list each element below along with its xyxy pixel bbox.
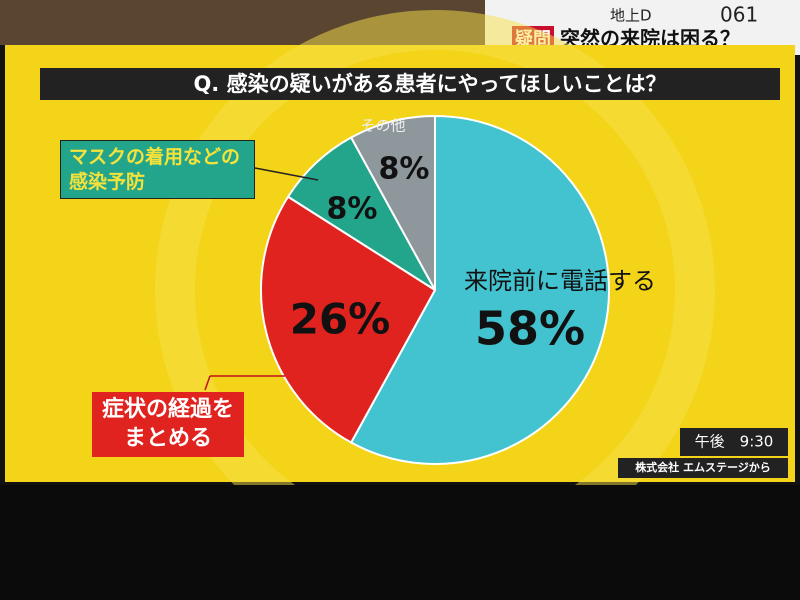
callout-label: マスクの着用などの感染予防 — [60, 140, 255, 200]
pie-slice — [349, 114, 436, 291]
source: 株式会社 エムステージから — [635, 460, 771, 474]
value-label: 8% — [379, 152, 430, 187]
leader-line — [204, 375, 211, 391]
value-label: 26% — [290, 295, 391, 344]
callout-label: 症状の経過をまとめる — [92, 392, 244, 458]
pie-slice — [349, 114, 611, 465]
chart-title: Q. 感染の疑いがある患者にやってほしいことは？ — [193, 72, 666, 96]
time-box — [680, 428, 788, 456]
source-box — [618, 458, 788, 478]
value-label: 58% — [475, 302, 585, 356]
channel-number: 061 — [720, 3, 758, 27]
time: 午後 9:30 — [695, 433, 774, 451]
pie-slice — [260, 195, 437, 444]
category-label: 来院前に電話する — [464, 267, 656, 295]
channel: 地上D — [610, 7, 652, 25]
value-label: 8% — [327, 192, 378, 227]
leader-line — [254, 167, 319, 181]
category-label: その他 — [360, 117, 405, 135]
tv-bezel — [0, 485, 800, 600]
title-band — [40, 68, 780, 100]
